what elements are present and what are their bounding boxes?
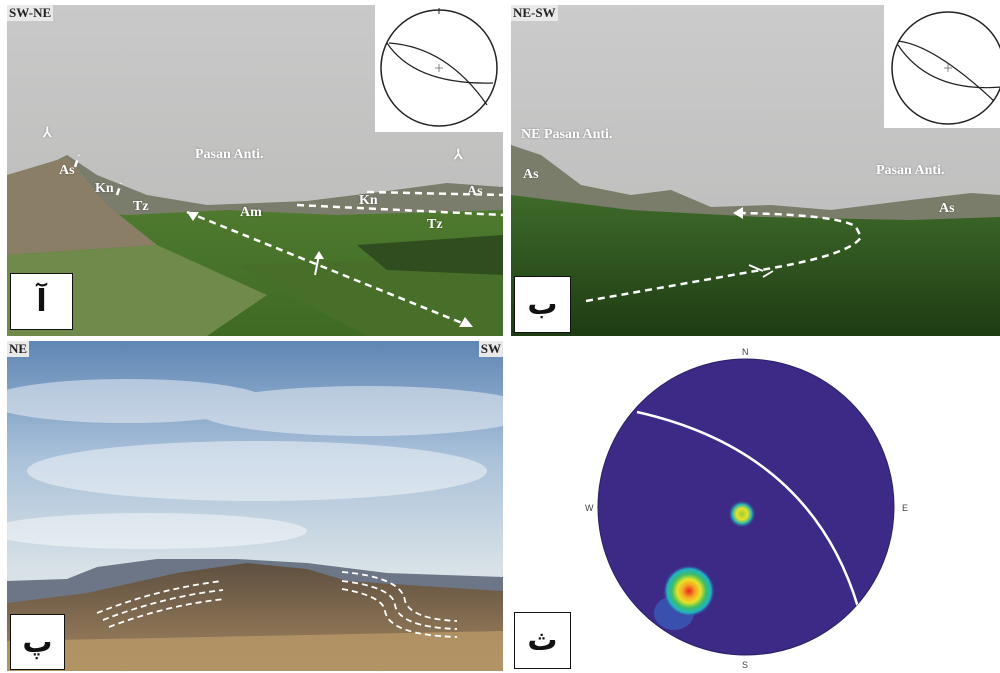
stereonet-inset-b bbox=[884, 5, 1000, 128]
marker-right: ⅄ bbox=[454, 148, 463, 163]
unit-label: Kn bbox=[95, 181, 114, 196]
unit-label: Tz bbox=[427, 217, 443, 232]
unit-label: Kn bbox=[359, 193, 378, 208]
fold-label: Pasan Anti. bbox=[195, 147, 264, 162]
stereonet-inset-a bbox=[375, 5, 503, 132]
photo-panel-a: SW-NE Pasan Anti. ⅄ ⅄ As Kn Tz Am Kn As … bbox=[7, 5, 503, 336]
compass-north: N bbox=[742, 347, 749, 357]
panel-caption: ب bbox=[514, 276, 571, 333]
orientation-tag: SW-NE bbox=[7, 5, 54, 21]
stereonet-panel: N S E W ث bbox=[511, 341, 1000, 673]
panel-caption: آ bbox=[10, 273, 73, 330]
landscape-photo-p bbox=[7, 341, 503, 671]
marker-left: ⅄ bbox=[43, 126, 52, 141]
unit-label: Tz bbox=[133, 199, 149, 214]
unit-label: As bbox=[523, 167, 539, 182]
unit-label: As bbox=[939, 201, 955, 216]
panel-caption: ث bbox=[514, 612, 571, 669]
compass-west: W bbox=[585, 503, 594, 513]
fold-trace-overlay-a bbox=[73, 154, 503, 327]
compass-south: S bbox=[742, 660, 749, 670]
fold-label-left: NE Pasan Anti. bbox=[521, 127, 613, 142]
unit-label: As bbox=[59, 163, 75, 178]
photo-panel-b: NE-SW NE Pasan Anti. Pasan Anti. As As ب bbox=[511, 5, 1000, 336]
density-stereonet bbox=[597, 358, 895, 656]
orientation-tag: NE-SW bbox=[511, 5, 558, 21]
direction-right: SW bbox=[478, 341, 503, 357]
unit-label: As bbox=[467, 184, 483, 199]
compass-east: E bbox=[902, 503, 909, 513]
photo-panel-p: NE SW پ bbox=[7, 341, 503, 671]
fold-trace-overlay-b bbox=[585, 207, 863, 303]
fold-label-right: Pasan Anti. bbox=[876, 163, 945, 178]
direction-left: NE bbox=[7, 341, 30, 357]
landscape-photo-b bbox=[511, 5, 1000, 336]
panel-caption: پ bbox=[10, 614, 65, 670]
unit-label: Am bbox=[240, 205, 262, 220]
fold-trace-overlay-p bbox=[96, 571, 458, 638]
